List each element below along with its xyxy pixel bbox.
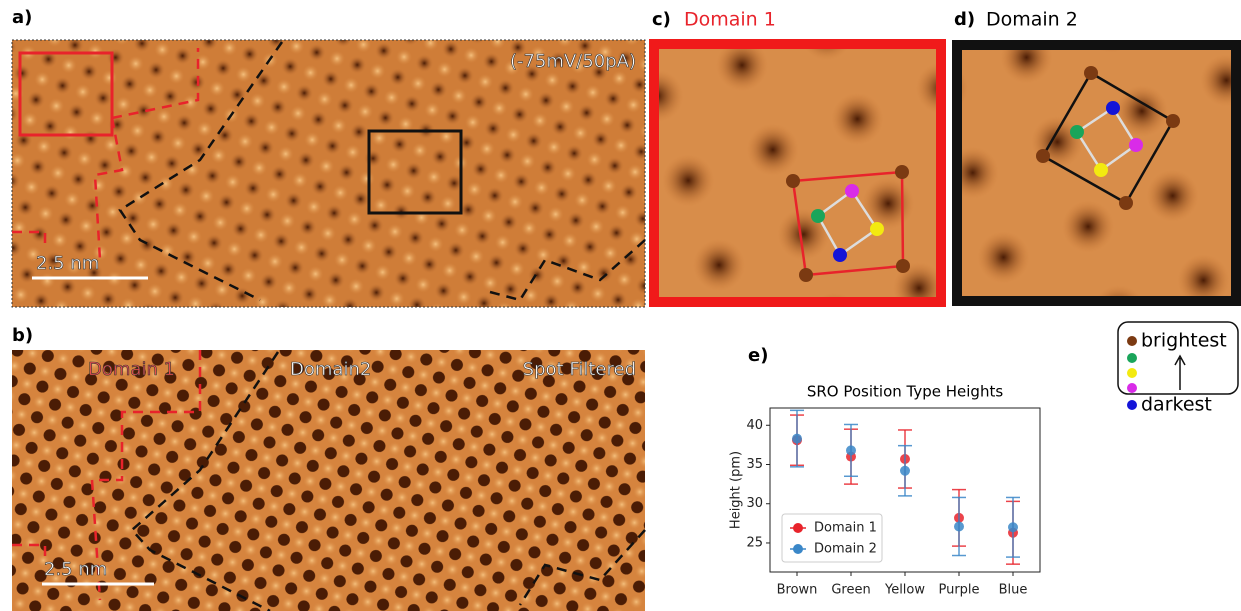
panel-label: a) — [12, 7, 32, 28]
point — [792, 434, 802, 444]
panel-label: d) — [954, 9, 975, 30]
point — [1008, 522, 1018, 532]
key-top: brightest — [1141, 330, 1227, 352]
domain-label: Domain 1 — [88, 359, 175, 380]
point — [846, 445, 856, 455]
chart-title: SRO Position Type Heights — [807, 383, 1003, 401]
scale-label: 2.5 nm — [36, 253, 99, 274]
point — [954, 521, 964, 531]
key-bottom: darkest — [1141, 394, 1212, 416]
panel-label: b) — [12, 325, 33, 346]
point — [900, 466, 910, 476]
bias-label: (-75mV/50pA) — [510, 51, 636, 72]
filter-label: Spot Filtered — [523, 359, 636, 380]
x-tick-label: Yellow — [884, 583, 925, 598]
scale-label: 2.5 nm — [44, 559, 107, 580]
panel-label: c) — [652, 9, 671, 30]
panel-title: Domain 1 — [684, 9, 776, 31]
y-tick-label: 30 — [746, 496, 763, 511]
x-tick-label: Purple — [938, 583, 979, 598]
x-tick-label: Brown — [777, 583, 818, 598]
y-axis-label: Height (pm) — [729, 451, 744, 529]
panel-title: Domain 2 — [986, 9, 1078, 31]
legend-label: Domain 2 — [814, 542, 877, 557]
y-tick-label: 35 — [746, 457, 763, 472]
page: a) (-75mV/50pA) 2.5 nm b) Domain 1 Domai… — [0, 0, 1241, 611]
legend-swatch — [793, 544, 803, 554]
y-tick-label: 40 — [746, 418, 763, 433]
legend-label: Domain 1 — [814, 521, 877, 536]
x-tick-label: Blue — [999, 583, 1028, 598]
panel-label: e) — [748, 345, 768, 366]
domain-label: Domain2 — [290, 359, 371, 380]
legend-swatch — [793, 523, 803, 533]
y-tick-label: 25 — [746, 535, 763, 550]
x-tick-label: Green — [831, 583, 870, 598]
figure: a) (-75mV/50pA) 2.5 nm b) Domain 1 Domai… — [0, 0, 1241, 611]
